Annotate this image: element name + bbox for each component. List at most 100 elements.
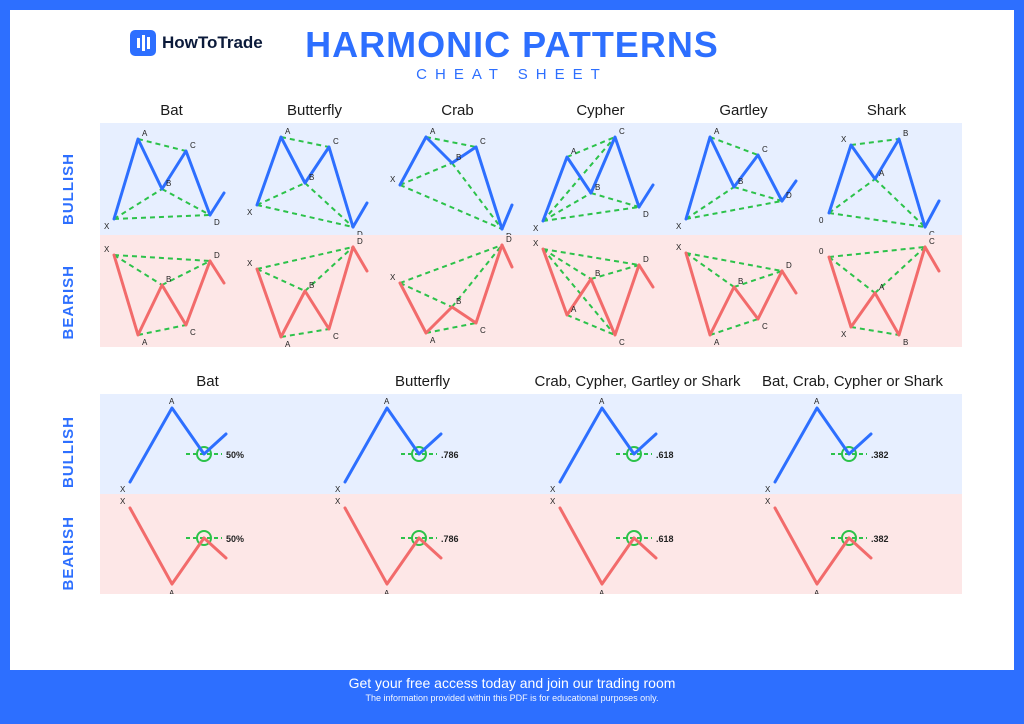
svg-text:.618: .618: [656, 450, 674, 460]
pattern-cell: 0XABC: [815, 235, 958, 347]
content: BatButterflyCrabCypherGartleyShark BULLI…: [100, 102, 964, 594]
section2-column-headers: BatButterflyCrab, Cypher, Gartley or Sha…: [100, 373, 964, 390]
svg-text:B: B: [903, 129, 908, 138]
page-subtitle: CHEAT SHEET: [416, 66, 608, 83]
col-header: Butterfly: [243, 102, 386, 119]
col-header: Crab, Cypher, Gartley or Shark: [530, 373, 745, 390]
svg-text:A: A: [285, 127, 291, 136]
retrace-cell: XA.786: [315, 494, 530, 594]
svg-text:C: C: [619, 338, 625, 347]
svg-text:C: C: [762, 322, 768, 331]
pattern-cell: XABCD: [529, 123, 672, 235]
row-label-bullish-2: BULLISH: [60, 416, 80, 488]
svg-text:D: D: [506, 235, 512, 244]
svg-text:B: B: [738, 177, 743, 186]
pattern-cell: X A B C D: [386, 235, 529, 347]
svg-text:C: C: [333, 332, 339, 341]
retrace-cell: XA.382: [745, 394, 960, 494]
svg-text:D: D: [214, 251, 220, 260]
row-label-bearish-2: BEARISH: [60, 516, 80, 591]
svg-text:A: A: [814, 589, 820, 594]
section1-bullish-row: BULLISH XABCDXABCDXABCDXABCDXABCD0XABC: [100, 123, 962, 235]
svg-text:C: C: [480, 326, 486, 335]
svg-text:X: X: [533, 239, 539, 248]
svg-text:C: C: [190, 141, 196, 150]
svg-text:C: C: [333, 137, 339, 146]
svg-text:A: A: [142, 338, 148, 347]
col-header: Bat, Crab, Cypher or Shark: [745, 373, 960, 390]
svg-text:.786: .786: [441, 534, 459, 544]
svg-text:B: B: [166, 179, 171, 188]
svg-text:D: D: [786, 261, 792, 270]
svg-text:B: B: [456, 153, 461, 162]
pattern-cell: XABCD: [100, 235, 243, 347]
retrace-cell: X A 50%: [100, 394, 315, 494]
svg-text:.382: .382: [871, 534, 889, 544]
section1-column-headers: BatButterflyCrabCypherGartleyShark: [100, 102, 964, 119]
svg-text:.786: .786: [441, 450, 459, 460]
section2-bullish-row: BULLISH XA50%XA.786XA.618XA.382: [100, 394, 962, 494]
svg-text:A: A: [285, 340, 291, 347]
row-label-bearish: BEARISH: [60, 265, 80, 340]
svg-text:0: 0: [819, 247, 824, 256]
svg-text:X: X: [104, 245, 110, 254]
svg-text:C: C: [190, 328, 196, 337]
svg-text:B: B: [456, 297, 461, 306]
retrace-cell: XA50%: [100, 494, 315, 594]
svg-text:A: A: [571, 305, 577, 314]
svg-text:X: X: [335, 485, 341, 494]
svg-text:A: A: [430, 336, 436, 345]
retrace-cell: XA.786: [315, 394, 530, 494]
svg-text:X: X: [120, 485, 126, 494]
col-header: Crab: [386, 102, 529, 119]
svg-text:D: D: [214, 218, 220, 227]
pattern-cell: XABCD: [386, 123, 529, 235]
col-header: Bat: [100, 102, 243, 119]
svg-text:A: A: [599, 589, 605, 594]
svg-text:B: B: [309, 281, 314, 290]
svg-text:X: X: [550, 497, 556, 506]
svg-text:X: X: [765, 485, 771, 494]
svg-text:A: A: [142, 129, 148, 138]
col-header: Cypher: [529, 102, 672, 119]
svg-text:B: B: [595, 269, 600, 278]
svg-text:D: D: [643, 255, 649, 264]
svg-text:X: X: [550, 485, 556, 494]
svg-text:X: X: [676, 222, 682, 231]
footer-line2: The information provided within this PDF…: [10, 693, 1014, 703]
svg-text:50%: 50%: [226, 534, 244, 544]
section2-bearish-row: BEARISH XA50%XA.786XA.618XA.382: [100, 494, 962, 594]
svg-text:D: D: [357, 237, 363, 246]
col-header: Shark: [815, 102, 958, 119]
svg-text:.618: .618: [656, 534, 674, 544]
svg-text:A: A: [814, 397, 820, 406]
svg-text:A: A: [879, 283, 885, 292]
svg-text:D: D: [786, 191, 792, 200]
footer-line1: Get your free access today and join our …: [10, 675, 1014, 691]
svg-text:B: B: [595, 183, 600, 192]
svg-text:A: A: [714, 338, 720, 347]
svg-text:50%: 50%: [226, 450, 244, 460]
svg-text:C: C: [480, 137, 486, 146]
svg-text:A: A: [384, 589, 390, 594]
svg-text:X: X: [841, 330, 847, 339]
svg-text:X: X: [676, 243, 682, 252]
svg-text:X: X: [390, 273, 396, 282]
row-label-bullish: BULLISH: [60, 153, 80, 225]
svg-text:C: C: [762, 145, 768, 154]
svg-text:A: A: [169, 397, 175, 406]
svg-text:0: 0: [819, 216, 824, 225]
pattern-cell: XABCD: [243, 123, 386, 235]
svg-text:A: A: [430, 127, 436, 136]
page-frame: HowToTrade HARMONIC PATTERNS CHEAT SHEET…: [0, 0, 1024, 724]
svg-text:A: A: [169, 589, 175, 594]
svg-text:A: A: [879, 169, 885, 178]
svg-text:B: B: [738, 277, 743, 286]
svg-text:C: C: [619, 127, 625, 136]
retrace-cell: XA.382: [745, 494, 960, 594]
footer: Get your free access today and join our …: [10, 670, 1014, 714]
svg-text:A: A: [714, 127, 720, 136]
pattern-cell: X A B C D: [529, 235, 672, 347]
header: HARMONIC PATTERNS CHEAT SHEET: [10, 24, 1014, 83]
section1-bearish-row: BEARISH XABCDXABCDXABCDXABCDXABCD0XABC: [100, 235, 962, 347]
